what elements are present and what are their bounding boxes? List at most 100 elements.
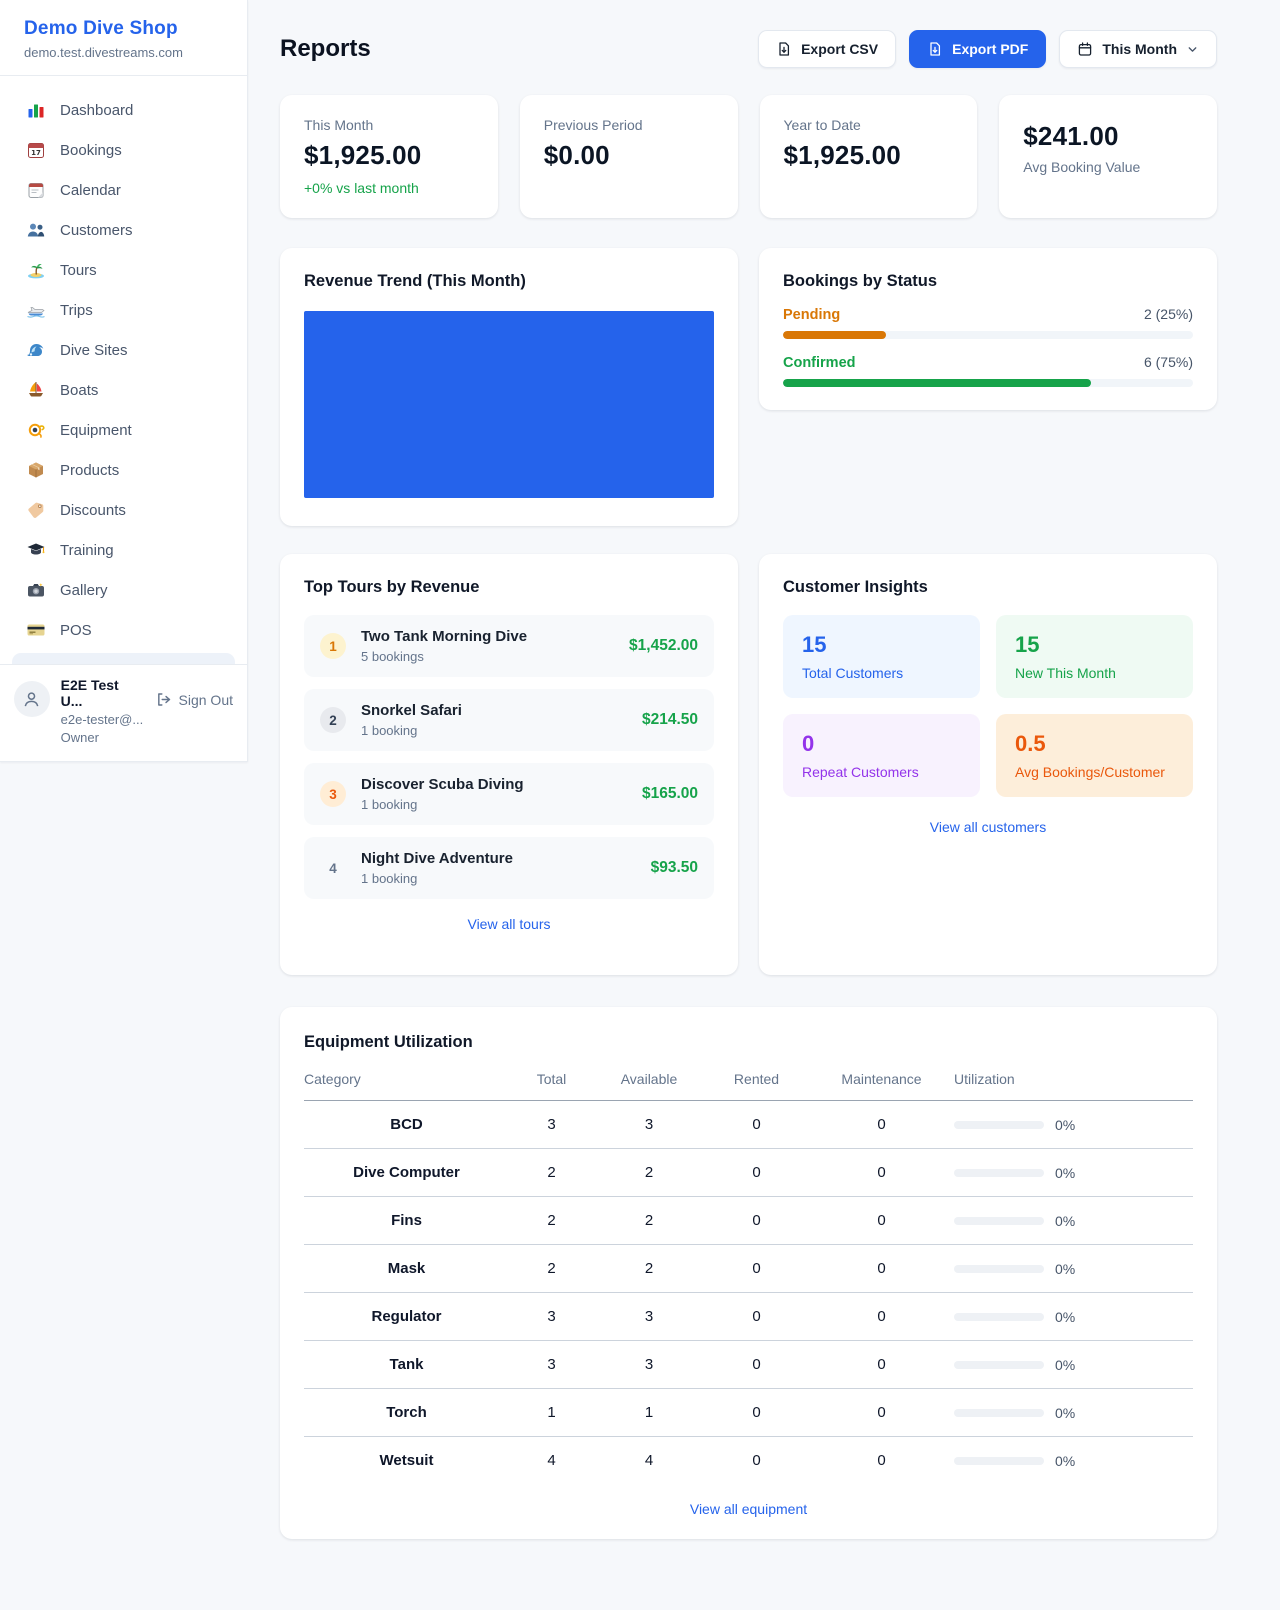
- cell-utilization: 0%: [954, 1196, 1193, 1245]
- cell-maintenance: 0: [809, 1244, 954, 1293]
- tour-list-item[interactable]: 4 Night Dive Adventure 1 booking $93.50: [304, 837, 714, 899]
- cell-total: 2: [509, 1196, 594, 1245]
- utilization-percent: 0%: [1055, 1164, 1076, 1181]
- tour-list-item[interactable]: 1 Two Tank Morning Dive 5 bookings $1,45…: [304, 615, 714, 677]
- sidebar-item-tours[interactable]: Tours: [12, 250, 235, 290]
- cell-category: Torch: [304, 1388, 509, 1437]
- bookings-by-status-title: Bookings by Status: [783, 272, 938, 290]
- export-pdf-label: Export PDF: [952, 41, 1029, 57]
- utilization-bar-track: [954, 1456, 1044, 1465]
- avatar: [14, 681, 50, 717]
- rank-badge: 2: [320, 707, 346, 733]
- cell-maintenance: 0: [809, 1100, 954, 1149]
- sidebar: Demo Dive Shop demo.test.divestreams.com…: [0, 0, 248, 762]
- stat-card: This Month $1,925.00 +0% vs last month: [280, 95, 498, 218]
- user-info: E2E Test U... e2e-tester@... Owner: [61, 677, 144, 745]
- cell-available: 3: [594, 1340, 704, 1389]
- utilization-bar-track: [954, 1264, 1044, 1273]
- tearoff-calendar-icon: [26, 180, 46, 200]
- period-dropdown[interactable]: This Month: [1059, 30, 1217, 68]
- view-all-tours-link[interactable]: View all tours: [467, 916, 551, 932]
- header-actions: Export CSV Export PDF This Month: [758, 30, 1217, 68]
- insight-tile: 15 Total Customers: [783, 615, 980, 698]
- credit-card-icon: [26, 620, 46, 640]
- cell-utilization: 0%: [954, 1148, 1193, 1197]
- rank-badge: 4: [329, 860, 337, 876]
- column-rented: Rented: [704, 1071, 809, 1101]
- rank-badge: 1: [320, 633, 346, 659]
- stat-delta: +0% vs last month: [304, 180, 419, 196]
- tour-revenue: $1,452.00: [629, 637, 698, 654]
- sidebar-item-label: Equipment: [60, 421, 132, 439]
- equipment-table-header: Category Total Available Rented Maintena…: [304, 1071, 1193, 1101]
- sidebar-item-pos[interactable]: POS: [12, 610, 235, 650]
- equipment-table-row: Dive Computer 2 2 0 0 0%: [304, 1148, 1193, 1197]
- bar-chart-icon: [26, 100, 46, 120]
- insight-tile: 0.5 Avg Bookings/Customer: [996, 714, 1193, 797]
- sidebar-item-products[interactable]: Products: [12, 450, 235, 490]
- stat-card: Avg Booking Value $241.00: [999, 95, 1217, 218]
- chevron-down-icon: [1188, 46, 1197, 52]
- cell-maintenance: 0: [877, 1452, 886, 1469]
- utilization-bar-track: [954, 1216, 1044, 1225]
- sidebar-item-trips[interactable]: Trips: [12, 290, 235, 330]
- page-header: Reports Export CSV Export PDF This Month: [280, 30, 1217, 68]
- cell-rented: 0: [704, 1388, 809, 1437]
- cell-rented: 0: [704, 1196, 809, 1245]
- sidebar-active-item-partial[interactable]: [12, 653, 235, 664]
- sidebar-item-label: Gallery: [60, 581, 108, 599]
- utilization-percent: 0%: [1055, 1116, 1076, 1133]
- revenue-trend-card: Revenue Trend (This Month): [280, 248, 738, 526]
- sidebar-item-gallery[interactable]: Gallery: [12, 570, 235, 610]
- column-category: Category: [304, 1071, 509, 1101]
- utilization-bar-track: [954, 1120, 1044, 1129]
- export-csv-button[interactable]: Export CSV: [758, 30, 897, 68]
- sidebar-item-customers[interactable]: Customers: [12, 210, 235, 250]
- status-label: Confirmed: [783, 355, 856, 371]
- user-name: E2E Test U...: [60, 677, 119, 709]
- cell-utilization: 0%: [954, 1388, 1193, 1437]
- file-download-icon: [779, 42, 790, 56]
- tour-bookings: 1 booking: [361, 871, 418, 886]
- export-pdf-button[interactable]: Export PDF: [909, 30, 1047, 68]
- stat-label: This Month: [304, 117, 374, 133]
- user-email: e2e-tester@...: [60, 712, 144, 727]
- tour-name: Night Dive Adventure: [361, 850, 513, 867]
- grad-cap-icon: [26, 540, 46, 560]
- equipment-table-row: Fins 2 2 0 0 0%: [304, 1196, 1193, 1245]
- utilization-bar-track: [954, 1168, 1044, 1177]
- sidebar-item-bookings[interactable]: 17 Bookings: [12, 130, 235, 170]
- sidebar-item-dashboard[interactable]: Dashboard: [12, 90, 235, 130]
- stat-label: Year to Date: [783, 117, 861, 133]
- sign-out-button[interactable]: Sign Out: [155, 691, 233, 708]
- cell-available: 2: [594, 1244, 704, 1293]
- tour-bookings: 5 bookings: [361, 649, 424, 664]
- sidebar-item-label: Dashboard: [60, 101, 134, 119]
- cell-maintenance: 0: [809, 1340, 954, 1389]
- cell-category: Fins: [304, 1196, 509, 1245]
- period-label: This Month: [1102, 41, 1177, 57]
- status-bar-fill: [783, 331, 886, 339]
- tour-list-item[interactable]: 2 Snorkel Safari 1 booking $214.50: [304, 689, 714, 751]
- view-all-equipment-link[interactable]: View all equipment: [689, 1501, 808, 1517]
- status-row: Confirmed 6 (75%): [783, 354, 1193, 387]
- cell-category: BCD: [304, 1100, 509, 1149]
- view-all-customers-link[interactable]: View all customers: [929, 819, 1047, 835]
- insight-value: 0.5: [1015, 731, 1046, 756]
- sidebar-item-dive-sites[interactable]: Dive Sites: [12, 330, 235, 370]
- cell-total: 2: [509, 1244, 594, 1293]
- utilization-bar-track: [954, 1408, 1044, 1417]
- tour-list-item[interactable]: 3 Discover Scuba Diving 1 booking $165.0…: [304, 763, 714, 825]
- speedboat-icon: [26, 300, 46, 320]
- cell-utilization: 0%: [954, 1292, 1193, 1341]
- status-list: Pending 2 (25%) Confirmed 6 (75%): [783, 306, 1193, 387]
- sidebar-item-equipment[interactable]: Equipment: [12, 410, 235, 450]
- sidebar-item-boats[interactable]: Boats: [12, 370, 235, 410]
- camera-icon: [26, 580, 46, 600]
- sidebar-item-training[interactable]: Training: [12, 530, 235, 570]
- cell-rented: 0: [752, 1452, 761, 1469]
- sidebar-item-discounts[interactable]: Discounts: [12, 490, 235, 530]
- sidebar-item-calendar[interactable]: Calendar: [12, 170, 235, 210]
- cell-total: 2: [509, 1148, 594, 1197]
- cell-total: 1: [509, 1388, 594, 1437]
